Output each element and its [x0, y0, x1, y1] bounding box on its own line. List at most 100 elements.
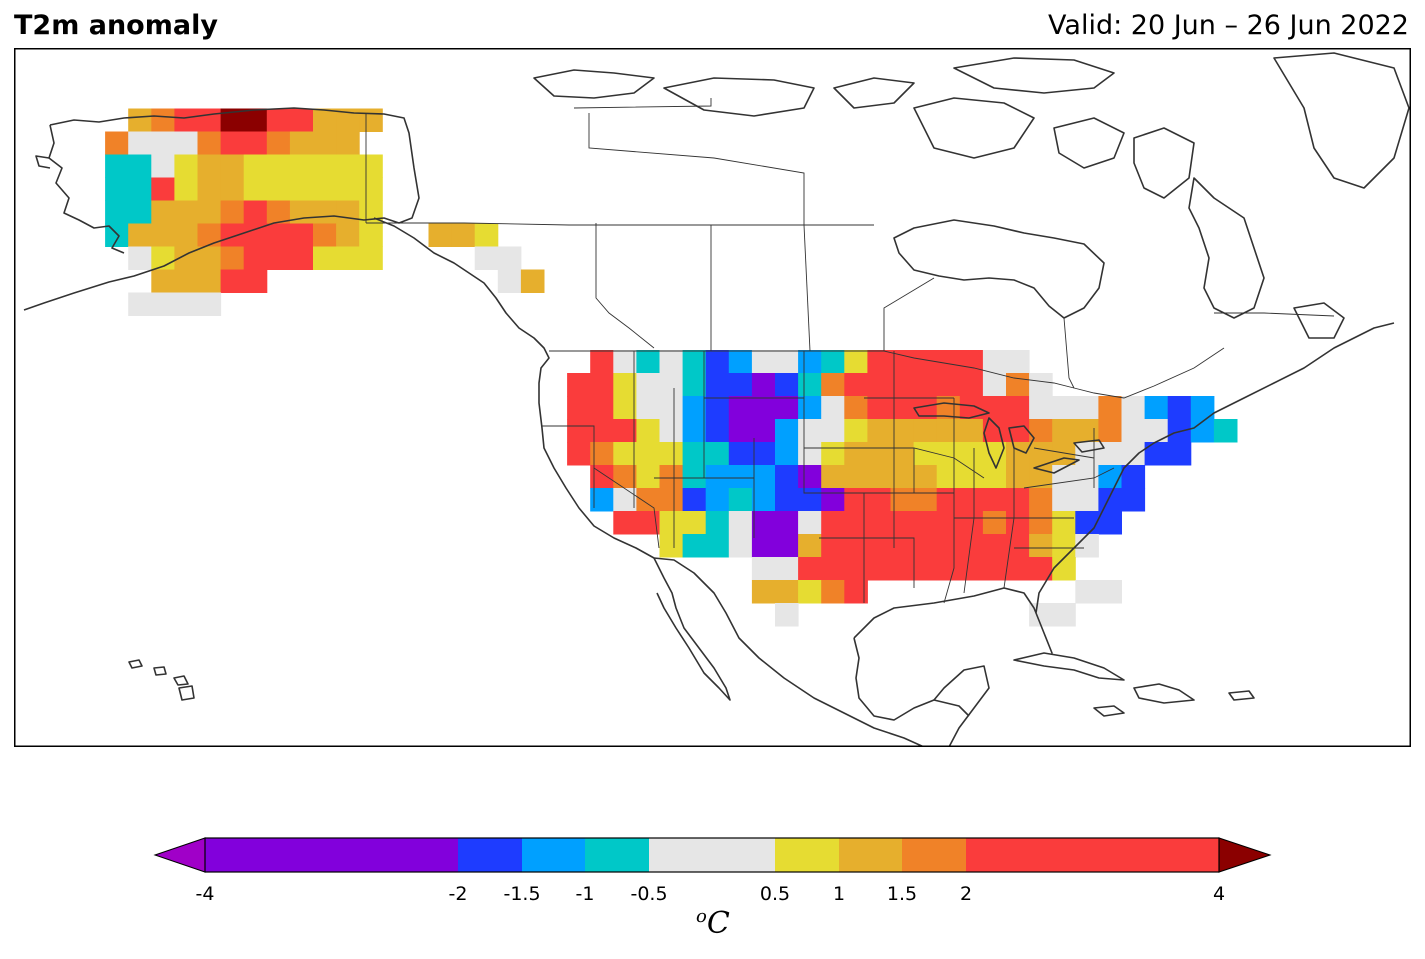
anomaly-cell-conus: [959, 350, 984, 374]
anomaly-cell-conus: [890, 465, 915, 489]
anomaly-cell-conus: [936, 350, 961, 374]
colorbar-unit-degree: o: [696, 906, 707, 927]
anomaly-cell-conus: [1075, 465, 1099, 489]
anomaly-cell-conus: [1029, 396, 1053, 420]
anomaly-cell-alaska: [174, 292, 198, 316]
colorbar-unit-label: oC: [696, 906, 730, 941]
colorbar-tick-label: 1.5: [886, 883, 918, 905]
anomaly-cell-alaska: [359, 177, 383, 201]
anomaly-cell-conus: [636, 350, 660, 374]
anomaly-cell-conus: [890, 511, 915, 535]
anomaly-cell-conus: [613, 396, 637, 420]
anomaly-cell-conus: [867, 350, 891, 374]
anomaly-cell-conus: [982, 350, 1007, 374]
anomaly-cell-conus: [844, 511, 868, 535]
anomaly-cell-alaska: [174, 108, 198, 132]
anomaly-cell-conus: [751, 396, 776, 420]
anomaly-cell-conus: [590, 419, 614, 443]
anomaly-cell-alaska: [359, 223, 383, 247]
anomaly-cell-conus: [798, 396, 822, 420]
anomaly-cell-conus: [821, 580, 845, 604]
anomaly-cell-conus: [959, 557, 984, 581]
anomaly-cell-conus: [982, 442, 1007, 466]
anomaly-cell-alaska: [266, 223, 291, 247]
anomaly-cell-conus: [844, 373, 868, 397]
anomaly-cell-alaska: [197, 131, 222, 155]
anomaly-cell-conus: [867, 465, 891, 489]
anomaly-cell-conus: [936, 511, 961, 535]
anomaly-cell-conus: [936, 488, 961, 512]
anomaly-cell-conus: [867, 557, 891, 581]
anomaly-cell-conus: [1029, 511, 1053, 535]
anomaly-cell-conus: [798, 350, 822, 374]
anomaly-cell-alaska: [359, 108, 383, 132]
anomaly-cell-conus: [705, 488, 730, 512]
anomaly-cell-conus: [867, 419, 891, 443]
anomaly-cell-conus: [982, 419, 1007, 443]
anomaly-cell-conus: [613, 373, 637, 397]
anomaly-cell-alaska: [220, 177, 245, 201]
anomaly-cell-alaska: [266, 108, 291, 132]
anomaly-cell-conus: [1144, 442, 1169, 466]
anomaly-cell-conus: [1098, 419, 1122, 443]
anomaly-cell-conus: [1052, 488, 1076, 512]
anomaly-cell-conus: [751, 511, 776, 535]
anomaly-cell-conus: [959, 373, 984, 397]
anomaly-cell-conus: [682, 350, 707, 374]
anomaly-cell-conus: [1144, 419, 1169, 443]
anomaly-cell-alaska: [151, 223, 175, 247]
anomaly-cell-conus: [1052, 511, 1076, 535]
anomaly-cell-conus: [751, 465, 776, 489]
anomaly-cell-conus: [1006, 396, 1030, 420]
anomaly-cell-panhandle: [428, 223, 453, 247]
anomaly-cell-alaska: [243, 177, 268, 201]
anomaly-cell-alaska: [197, 154, 222, 178]
anomaly-cell-alaska: [105, 154, 129, 178]
anomaly-cell-conus: [821, 350, 845, 374]
colorbar-tick-label: 1: [832, 883, 846, 905]
anomaly-cell-conus: [636, 373, 660, 397]
anomaly-cell-conus: [798, 465, 822, 489]
anomaly-cell-alaska: [128, 223, 152, 247]
anomaly-cell-conus: [705, 534, 730, 558]
anomaly-cell-alaska: [128, 292, 152, 316]
anomaly-cell-alaska: [313, 154, 337, 178]
anomaly-cell-conus: [982, 534, 1007, 558]
anomaly-cell-alaska: [197, 108, 222, 132]
map-frame: [14, 48, 1411, 747]
anomaly-cell-panhandle: [474, 246, 499, 270]
anomaly-cell-conus: [1121, 396, 1146, 420]
anomaly-cell-conus: [682, 488, 707, 512]
anomaly-cell-conus: [844, 465, 868, 489]
anomaly-cell-conus: [775, 511, 799, 535]
anomaly-cell-panhandle: [451, 223, 476, 247]
anomaly-cell-conus: [659, 488, 684, 512]
anomaly-cell-alaska: [105, 131, 129, 155]
anomaly-cell-alaska: [197, 269, 222, 293]
anomaly-cell-conus: [751, 419, 776, 443]
anomaly-cell-alaska: [220, 154, 245, 178]
anomaly-cell-alaska: [313, 223, 337, 247]
anomaly-cell-conus: [705, 419, 730, 443]
anomaly-cell-conus: [1098, 511, 1122, 535]
anomaly-cell-conus: [867, 442, 891, 466]
anomaly-cell-conus: [751, 534, 776, 558]
anomaly-cell-alaska: [174, 223, 198, 247]
anomaly-cell-conus: [775, 373, 799, 397]
anomaly-cell-conus: [844, 419, 868, 443]
anomaly-cell-conus: [1029, 465, 1053, 489]
anomaly-cell-conus: [982, 373, 1007, 397]
anomaly-cell-conus: [821, 534, 845, 558]
anomaly-cell-conus: [659, 442, 684, 466]
anomaly-cell-alaska: [266, 246, 291, 270]
anomaly-cell-conus: [590, 396, 614, 420]
anomaly-cell-conus: [590, 488, 614, 512]
colorbar-segment: [649, 838, 775, 872]
political-borders: [365, 98, 1335, 604]
anomaly-cell-conus: [1006, 511, 1030, 535]
anomaly-cell-conus: [1121, 442, 1146, 466]
anomaly-cell-conus: [821, 373, 845, 397]
anomaly-cell-conus: [1190, 396, 1215, 420]
map-title: T2m anomaly: [14, 10, 218, 41]
anomaly-cell-conus: [590, 350, 614, 374]
